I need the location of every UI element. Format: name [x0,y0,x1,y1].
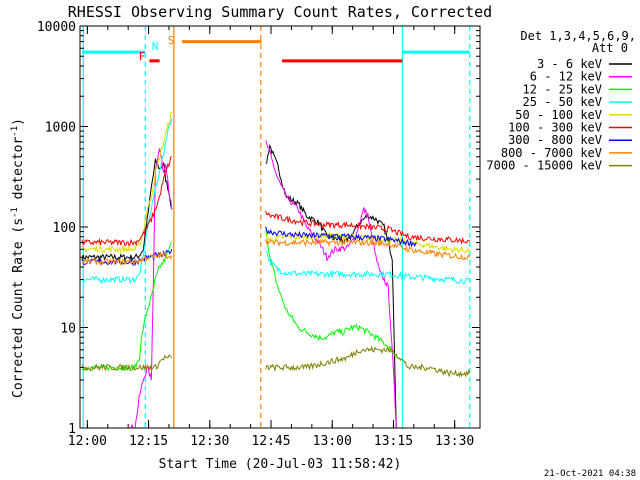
legend-label-3: 25 - 50 keV [523,95,602,109]
y-tick-label-2: 100 [53,221,76,236]
series-line-4-seg-0 [81,111,173,254]
x-tick-label-5: 13:15 [374,434,413,449]
y-tick-label-4: 10000 [37,20,76,35]
legend-label-0: 3 - 6 keV [537,57,602,71]
legend-label-7: 800 - 7000 keV [501,146,602,160]
series-line-5-seg-1 [265,210,471,245]
series-line-1-seg-1 [265,140,397,428]
y-axis-label-main: Corrected Count Rate (s [11,218,26,398]
legend-label-4: 50 - 100 keV [515,108,602,122]
series-line-0-seg-0 [81,158,173,262]
series-line-0-seg-1 [265,143,397,428]
flag-label-flare: F [139,50,146,63]
series-line-1-seg-0 [130,148,173,428]
series-line-3-seg-1 [265,250,471,285]
plot-series-group [81,26,471,428]
x-tick-label-2: 12:30 [190,434,229,449]
footer-date: 21-Oct-2021 04:38 [544,469,636,479]
legend-label-2: 12 - 25 keV [523,82,602,96]
series-line-8-seg-0 [81,354,173,372]
y-tick-label-3: 1000 [45,121,76,136]
legend-label-6: 300 - 800 keV [508,133,602,147]
legend-label-5: 100 - 300 keV [508,121,602,135]
x-tick-label-3: 12:45 [251,434,290,449]
y-axis-label-mid: detector [11,137,26,208]
series-line-7-seg-0 [81,251,173,267]
flag-label-slew: S [168,34,175,47]
y-axis-label-sup1: -1 [10,207,20,218]
chart-title: RHESSI Observing Summary Count Rates, Co… [68,3,492,21]
series-line-4-seg-1 [265,230,471,255]
axes: 1 10 100 1000 10000 12:00 12:15 12:30 12:45 13:00… [37,20,481,449]
y-tick-label-0: 1 [68,422,76,437]
legend-header-line-1: Det 1,3,4,5,6,9, [520,29,636,43]
legend-label-8: 7000 - 15000 keV [486,159,602,173]
y-axis-label-sup2: -1 [10,126,20,137]
x-tick-label-1: 12:15 [129,434,168,449]
legend-header-line-2: Att 0 [592,41,628,55]
x-tick-label-0: 12:00 [68,434,107,449]
y-axis-label: Corrected Count Rate (s-1 detector-1) [10,118,26,398]
series-line-5-seg-0 [81,156,172,247]
y-tick-label-1: 10 [60,322,76,337]
series-line-3-seg-0 [81,118,173,284]
series-line-2-seg-1 [265,229,397,359]
x-axis-label: Start Time (20-Jul-03 11:58:42) [159,457,402,472]
x-tick-label-6: 13:30 [435,434,474,449]
x-tick-label-4: 13:00 [313,434,352,449]
legend-label-1: 6 - 12 keV [530,70,602,84]
series-line-6-seg-1 [265,226,417,248]
series-line-7-seg-1 [265,238,471,261]
y-axis-label-end: ) [11,118,26,126]
flag-label-night: N [152,40,159,53]
series-line-8-seg-1 [265,345,471,379]
plot-area: FN S [81,26,471,428]
